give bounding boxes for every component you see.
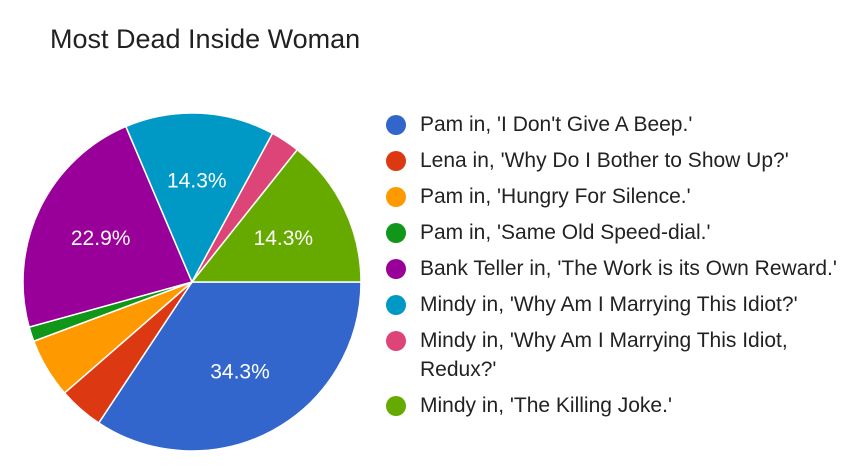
legend-item-2: Lena in, 'Why Do I Bother to Show Up?'	[386, 146, 846, 175]
legend-item-1: Pam in, 'I Don't Give A Beep.'	[386, 110, 846, 139]
chart-legend: Pam in, 'I Don't Give A Beep.' Lena in, '…	[386, 110, 846, 427]
legend-label: Mindy in, 'Why Am I Marrying This Idiot?…	[420, 293, 798, 316]
legend-label: Pam in, 'Same Old Speed-dial.'	[420, 221, 711, 244]
pie-chart: 34.3% 22.9% 14.3% 14.3%	[22, 112, 362, 452]
legend-swatch	[386, 223, 406, 243]
pie-slice-8	[190, 148, 362, 283]
legend-swatch	[386, 396, 406, 416]
slice-data-label-5: 22.9%	[71, 227, 131, 250]
slice-data-label-6: 14.3%	[167, 170, 227, 193]
legend-label: Pam in, 'Hungry For Silence.'	[420, 185, 691, 208]
legend-item-7: Mindy in, 'Why Am I Marrying This Idiot,…	[386, 326, 846, 384]
legend-swatch	[386, 331, 406, 351]
pie-slice-6	[124, 112, 274, 284]
legend-swatch	[386, 151, 406, 171]
legend-label: Mindy in, 'The Killing Joke.'	[420, 394, 672, 417]
slice-data-label-1: 34.3%	[210, 360, 270, 383]
legend-swatch	[386, 259, 406, 279]
legend-label: Bank Teller in, 'The Work is its Own Rew…	[420, 257, 837, 280]
legend-label: Pam in, 'I Don't Give A Beep.'	[420, 113, 693, 136]
legend-label: Lena in, 'Why Do I Bother to Show Up?'	[420, 149, 789, 172]
legend-item-8: Mindy in, 'The Killing Joke.'	[386, 391, 846, 420]
legend-swatch	[386, 115, 406, 135]
legend-item-3: Pam in, 'Hungry For Silence.'	[386, 182, 846, 211]
legend-item-4: Pam in, 'Same Old Speed-dial.'	[386, 218, 846, 247]
legend-swatch	[386, 187, 406, 207]
slice-data-label-8: 14.3%	[254, 227, 314, 250]
legend-item-5: Bank Teller in, 'The Work is its Own Rew…	[386, 254, 846, 283]
legend-swatch	[386, 295, 406, 315]
chart-title: Most Dead Inside Woman	[50, 24, 361, 54]
pie-slice-5	[22, 125, 194, 329]
legend-item-6: Mindy in, 'Why Am I Marrying This Idiot?…	[386, 290, 846, 319]
legend-label: Mindy in, 'Why Am I Marrying This Idiot,…	[420, 329, 788, 381]
